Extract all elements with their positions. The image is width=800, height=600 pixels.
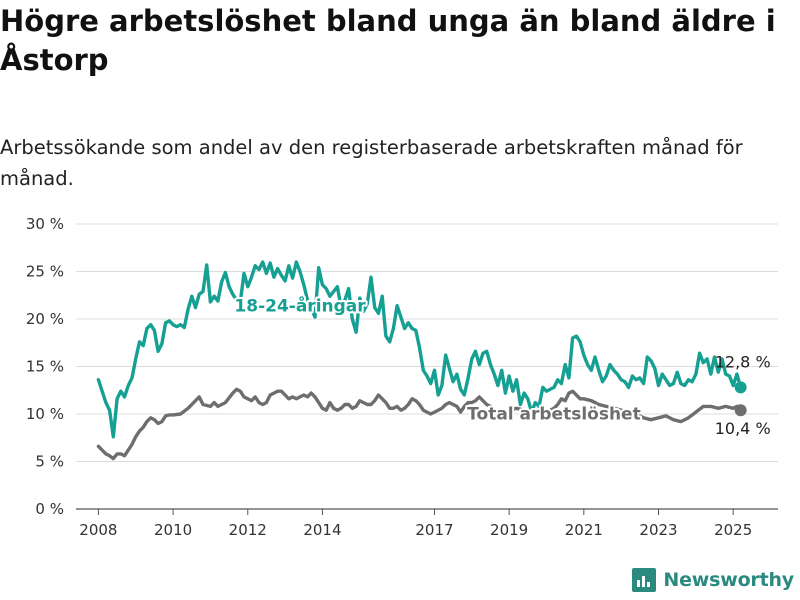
y-tick-label: 20 %: [26, 310, 64, 328]
chart-subtitle: Arbetssökande som andel av den registerb…: [0, 136, 743, 190]
newsworthy-logo-icon: [632, 568, 657, 592]
x-tick-label: 2019: [490, 521, 528, 539]
y-tick-label: 15 %: [26, 358, 64, 376]
x-tick-label: 2012: [229, 521, 267, 539]
brand-name: Newsworthy: [663, 569, 794, 591]
series-endpoint: [734, 381, 747, 394]
series-line-total: [96, 387, 743, 461]
y-tick-label: 5 %: [35, 453, 64, 471]
y-tick-label: 30 %: [26, 215, 64, 233]
chart-labels: 12,8 % 10,4 % 18-24-åringar Total arbetslös…: [232, 292, 771, 438]
brand-logo: Newsworthy: [632, 568, 794, 592]
x-tick-label: 2010: [154, 521, 192, 539]
series-lines: [96, 260, 747, 461]
axes: 0 % 5 % 10 % 15 % 20 % 25 % 30 % 2008 2010 2012 20…: [26, 215, 752, 539]
x-tick-label: 2023: [639, 521, 677, 539]
series-endpoint: [734, 404, 747, 417]
end-value-label: 12,8 %: [715, 352, 771, 371]
series-label: 18-24-åringar: [234, 294, 366, 316]
x-tick-label: 2025: [714, 521, 752, 539]
x-tick-label: 2014: [303, 521, 341, 539]
gridlines: [76, 223, 778, 510]
series-line-young: [96, 260, 743, 439]
x-tick-label: 2021: [565, 521, 603, 539]
series-label: Total arbetslöshet: [467, 405, 641, 425]
page-title: Högre arbetslöshet bland unga än bland ä…: [0, 4, 776, 77]
x-tick-label: 2017: [415, 521, 453, 539]
y-tick-label: 0 %: [35, 500, 64, 518]
x-tick-label: 2008: [79, 521, 117, 539]
end-value-label: 10,4 %: [715, 419, 771, 438]
y-tick-label: 10 %: [26, 405, 64, 423]
y-tick-label: 25 %: [26, 263, 64, 281]
